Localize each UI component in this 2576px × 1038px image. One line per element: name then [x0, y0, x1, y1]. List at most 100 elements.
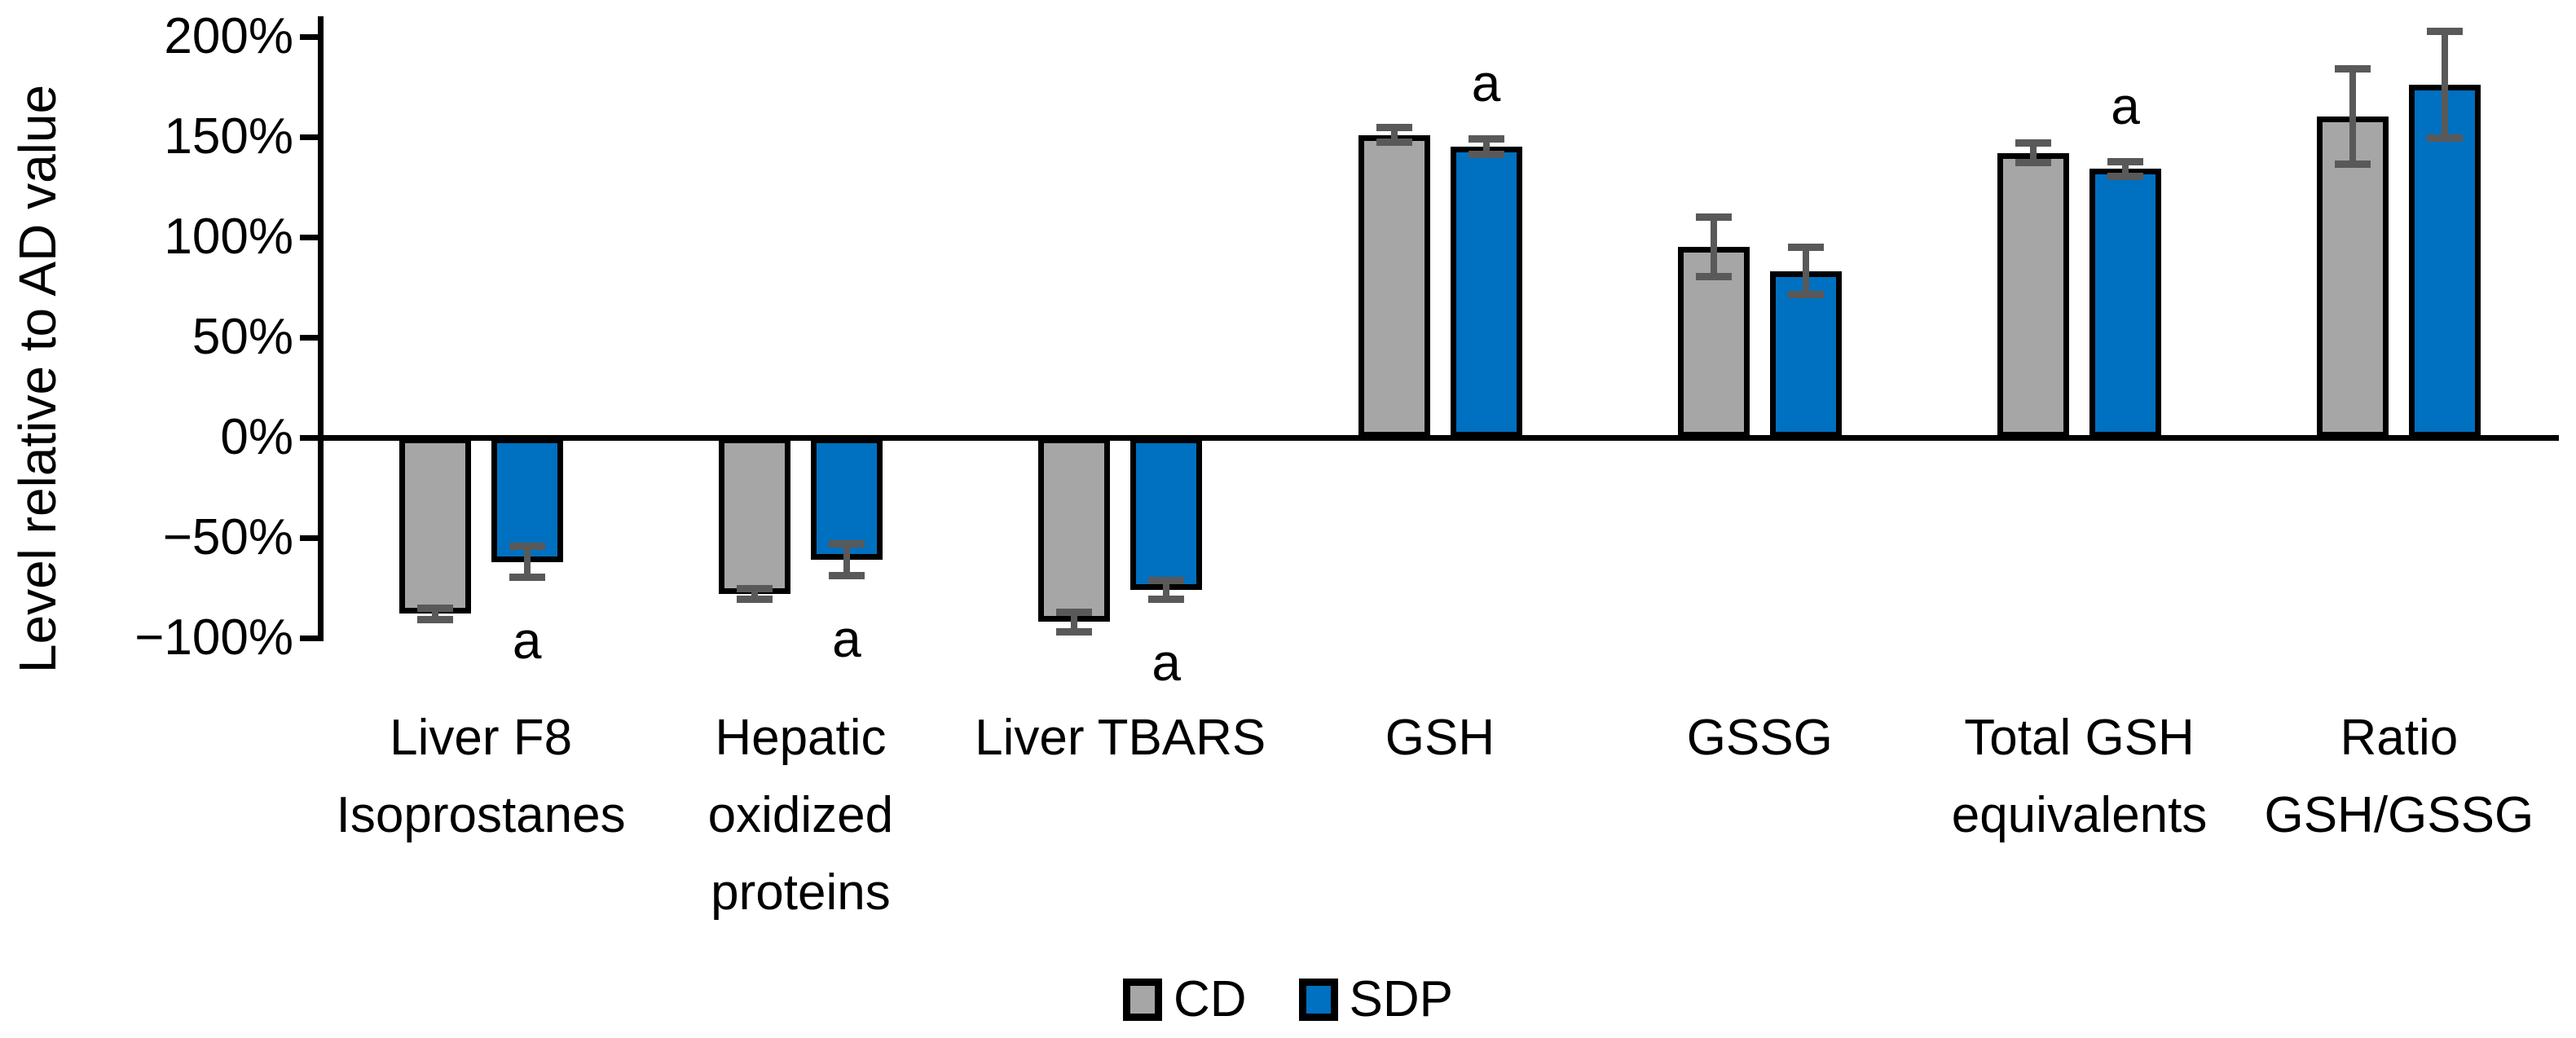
error-bar-cap: [2107, 173, 2144, 181]
category-label-line: Liver TBARS: [975, 710, 1266, 766]
bar-cd-0: [399, 438, 471, 614]
bar-cd-1: [718, 438, 790, 594]
legend-item-sdp: SDP: [1298, 971, 1454, 1027]
bar-cd-5: [1997, 152, 2070, 438]
category-label: GSH: [1280, 699, 1600, 776]
bar-cd-6: [2317, 117, 2389, 438]
sig-annotation: a: [2111, 76, 2140, 135]
error-bar: [1390, 126, 1398, 143]
error-bar-cap: [2107, 157, 2144, 165]
category-label-line: GSH/GSSG: [2264, 787, 2534, 843]
error-bar: [431, 608, 438, 620]
error-bar: [2442, 30, 2449, 139]
bar-sdp-2: [1130, 438, 1203, 590]
y-tick-mark: [300, 235, 318, 240]
error-bar-cap: [1468, 135, 1504, 143]
x-axis-baseline: [321, 435, 2559, 441]
y-tick-label: −50%: [162, 509, 293, 565]
error-bar: [2030, 143, 2037, 163]
error-bar-cap: [828, 540, 865, 548]
error-bar-cap: [1468, 151, 1504, 159]
legend-label: SDP: [1349, 971, 1454, 1027]
error-bar-cap: [2015, 139, 2052, 147]
y-tick-mark: [300, 134, 318, 140]
bar-sdp-6: [2409, 85, 2481, 438]
error-bar-cap: [1148, 576, 1185, 584]
bar-sdp-5: [2089, 169, 2162, 438]
sig-annotation: a: [1151, 633, 1181, 693]
sig-annotation: a: [512, 611, 542, 671]
error-bar-cap: [828, 571, 865, 579]
legend-label: CD: [1173, 971, 1247, 1027]
error-bar: [2349, 68, 2357, 165]
error-bar-cap: [736, 584, 773, 592]
sig-annotation: a: [1471, 54, 1501, 113]
error-bar: [843, 543, 850, 576]
error-bar: [751, 587, 758, 600]
error-bar-cap: [1695, 273, 1732, 281]
error-bar-cap: [1376, 123, 1412, 131]
error-bar-cap: [2427, 27, 2464, 35]
category-label-line: Hepatic: [715, 710, 887, 766]
error-bar-cap: [2427, 134, 2464, 143]
y-tick-mark: [300, 636, 318, 641]
category-label-line: Liver F8: [390, 710, 573, 766]
error-bar-cap: [1376, 139, 1412, 147]
category-label: Hepatic oxidized proteins: [641, 699, 960, 931]
category-label-line: GSH: [1385, 710, 1495, 766]
category-label-line: Ratio: [2340, 710, 2459, 766]
error-bar: [1482, 139, 1490, 156]
error-bar-cap: [416, 605, 453, 613]
y-tick-mark: [300, 34, 318, 40]
error-bar-cap: [736, 596, 773, 604]
category-label-line: proteins: [711, 864, 891, 921]
y-tick-mark: [300, 435, 318, 441]
error-bar-cap: [1787, 244, 1824, 252]
bar-cd-3: [1358, 134, 1430, 438]
category-label: GSSG: [1600, 699, 1919, 776]
error-bar-cap: [416, 615, 453, 623]
legend-swatch-cd: [1122, 979, 1162, 1021]
error-bar: [1802, 247, 1809, 296]
error-bar-cap: [1148, 596, 1185, 604]
legend-swatch-sdp: [1298, 979, 1338, 1021]
error-bar-cap: [509, 574, 545, 582]
y-tick-label: 50%: [192, 309, 293, 365]
y-tick-label: 100%: [164, 209, 293, 265]
y-tick-label: 200%: [164, 8, 293, 64]
error-bar-cap: [1056, 609, 1093, 617]
error-bar-cap: [1787, 291, 1824, 299]
legend-item-cd: CD: [1122, 971, 1247, 1027]
error-bar: [1710, 217, 1717, 278]
sig-annotation: a: [832, 609, 861, 668]
error-bar: [1071, 612, 1078, 632]
error-bar: [523, 545, 531, 578]
error-bar-cap: [2015, 158, 2052, 166]
y-tick-label: 0%: [220, 409, 293, 465]
category-label: Liver TBARS: [961, 699, 1280, 776]
bar-sdp-1: [810, 438, 883, 561]
y-tick-mark: [300, 535, 318, 541]
category-label-line: Total GSH: [1964, 710, 2195, 766]
category-label-line: GSSG: [1686, 710, 1833, 766]
y-tick-label: −100%: [134, 609, 293, 666]
error-bar-cap: [509, 542, 545, 550]
y-axis-line: [318, 16, 324, 641]
error-bar-cap: [1056, 627, 1093, 636]
category-label-line: oxidized: [707, 787, 894, 843]
error-bar-cap: [2335, 65, 2371, 73]
bar-cd-2: [1038, 438, 1111, 622]
error-bar: [2122, 161, 2129, 178]
legend: CD SDP: [0, 974, 2576, 1025]
category-label: Liver F8 Isoprostanes: [321, 699, 641, 854]
bar-sdp-3: [1450, 147, 1522, 438]
y-tick-label: 150%: [164, 108, 293, 165]
error-bar-cap: [1695, 213, 1732, 222]
y-tick-mark: [300, 335, 318, 341]
category-label-line: equivalents: [1951, 787, 2208, 843]
category-label: Ratio GSH/GSSG: [2239, 699, 2559, 854]
category-label: Total GSH equivalents: [1919, 699, 2239, 854]
error-bar-cap: [2335, 161, 2371, 169]
category-label-line: Isoprostanes: [336, 787, 626, 843]
